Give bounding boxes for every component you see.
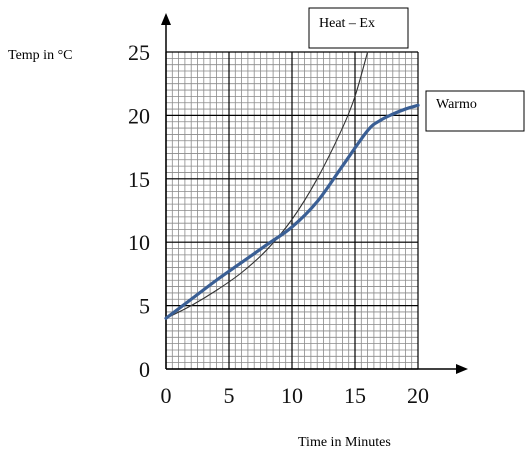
- legend-label-warmo: Warmo: [436, 97, 477, 112]
- tick-labels: 0 5 10 15 20 0 5 10 15 20 25: [128, 40, 429, 408]
- series-line-warmo: [164, 103, 420, 320]
- legend-label-heat-ex: Heat – Ex: [319, 16, 375, 31]
- y-axis-label: Temp in °C: [8, 48, 73, 63]
- x-tick-label: 10: [281, 383, 303, 408]
- y-tick-label: 20: [128, 103, 150, 128]
- x-tick-label: 20: [407, 383, 429, 408]
- y-tick-label: 0: [139, 357, 150, 382]
- y-axis-arrow-icon: [161, 13, 171, 25]
- x-tick-label: 5: [224, 383, 235, 408]
- x-axis-label: Time in Minutes: [298, 435, 391, 450]
- axes: [161, 13, 468, 374]
- series-lines: [164, 51, 420, 320]
- x-tick-label: 0: [161, 383, 172, 408]
- x-tick-label: 15: [344, 383, 366, 408]
- y-tick-label: 15: [128, 167, 150, 192]
- y-tick-label: 5: [139, 294, 150, 319]
- x-axis-arrow-icon: [456, 364, 468, 374]
- legend-box-heat-ex: [308, 7, 409, 49]
- y-tick-label: 25: [128, 40, 150, 65]
- y-tick-label: 10: [128, 230, 150, 255]
- legend-box-warmo: [425, 90, 525, 132]
